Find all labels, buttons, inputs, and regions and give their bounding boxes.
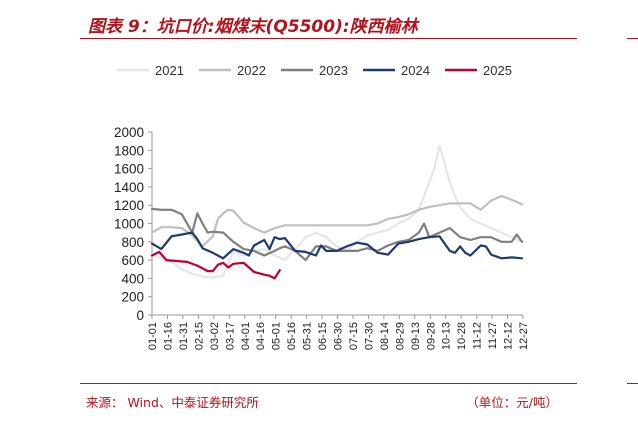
y-tick-label: 1000 xyxy=(114,217,144,232)
y-tick-label: 1200 xyxy=(114,198,144,213)
y-tick-label: 200 xyxy=(121,290,144,305)
y-tick-label: 0 xyxy=(136,308,144,323)
y-axis: 0 200 400 600 800 1000 1200 1400 1600 1800 2000 xyxy=(114,125,153,323)
title-rule xyxy=(80,38,577,39)
legend-label-2025: 2025 xyxy=(483,63,512,78)
y-tick-label: 1400 xyxy=(114,180,144,195)
chart-legend: 2021 2022 2023 2024 2025 xyxy=(117,63,512,78)
x-tick-label: 01-01 xyxy=(147,322,159,350)
x-tick-label: 05-01 xyxy=(271,322,283,350)
x-tick-label: 02-15 xyxy=(193,322,205,350)
series-line-2025 xyxy=(150,250,281,280)
x-tick-label: 10-28 xyxy=(456,322,468,350)
y-tick-label: 2000 xyxy=(114,125,144,140)
legend-label-2022: 2022 xyxy=(237,63,266,78)
x-tick-label: 05-31 xyxy=(302,322,314,350)
series-line-2023 xyxy=(150,207,524,262)
x-tick-label: 06-30 xyxy=(333,322,345,350)
series-line-2024 xyxy=(150,231,524,260)
series-line-2021 xyxy=(150,144,524,279)
series-line-2022 xyxy=(150,195,524,248)
legend-label-2024: 2024 xyxy=(401,63,430,78)
x-axis: 01-01 01-16 01-31 02-15 03-02 03-17 04-01 04-16… xyxy=(147,314,530,350)
x-tick-label: 10-13 xyxy=(441,322,453,350)
x-tick-label: 07-15 xyxy=(348,322,360,350)
x-tick-label: 12-12 xyxy=(503,322,515,350)
series-layer xyxy=(150,144,524,280)
x-tick-label: 08-14 xyxy=(379,322,391,350)
footer-rule xyxy=(80,383,577,384)
x-tick-label: 11-27 xyxy=(487,322,499,349)
x-tick-label: 01-16 xyxy=(162,322,174,350)
legend-label-2023: 2023 xyxy=(319,63,348,78)
legend-label-2021: 2021 xyxy=(155,63,184,78)
x-tick-label: 09-28 xyxy=(425,322,437,350)
x-tick-label: 07-30 xyxy=(363,322,375,350)
unit-note: （单位：元/吨） xyxy=(466,395,558,410)
figure-title: 图表 9：坑口价:烟煤末(Q5500):陕西榆林 xyxy=(88,17,418,37)
y-tick-label: 600 xyxy=(121,253,144,268)
source-note: 来源： Wind、中泰证券研究所 xyxy=(86,395,259,410)
x-tick-label: 04-16 xyxy=(255,322,267,350)
x-tick-label: 11-12 xyxy=(472,322,484,349)
y-tick-label: 1800 xyxy=(114,143,144,158)
x-tick-label: 08-29 xyxy=(394,322,406,350)
x-tick-label: 03-17 xyxy=(224,322,236,350)
x-tick-label: 06-15 xyxy=(317,322,329,350)
x-tick-label: 04-01 xyxy=(240,322,252,350)
y-tick-label: 400 xyxy=(121,271,144,286)
x-tick-label: 03-02 xyxy=(209,322,221,350)
x-tick-label: 01-31 xyxy=(178,322,190,350)
x-tick-label: 05-16 xyxy=(286,322,298,350)
x-tick-label: 12-27 xyxy=(518,322,530,350)
y-tick-label: 1600 xyxy=(114,162,144,177)
x-tick-label: 09-13 xyxy=(410,322,422,350)
right-edge-mark-bottom xyxy=(627,383,638,384)
right-edge-mark-top xyxy=(627,38,638,39)
y-tick-label: 800 xyxy=(121,235,144,250)
